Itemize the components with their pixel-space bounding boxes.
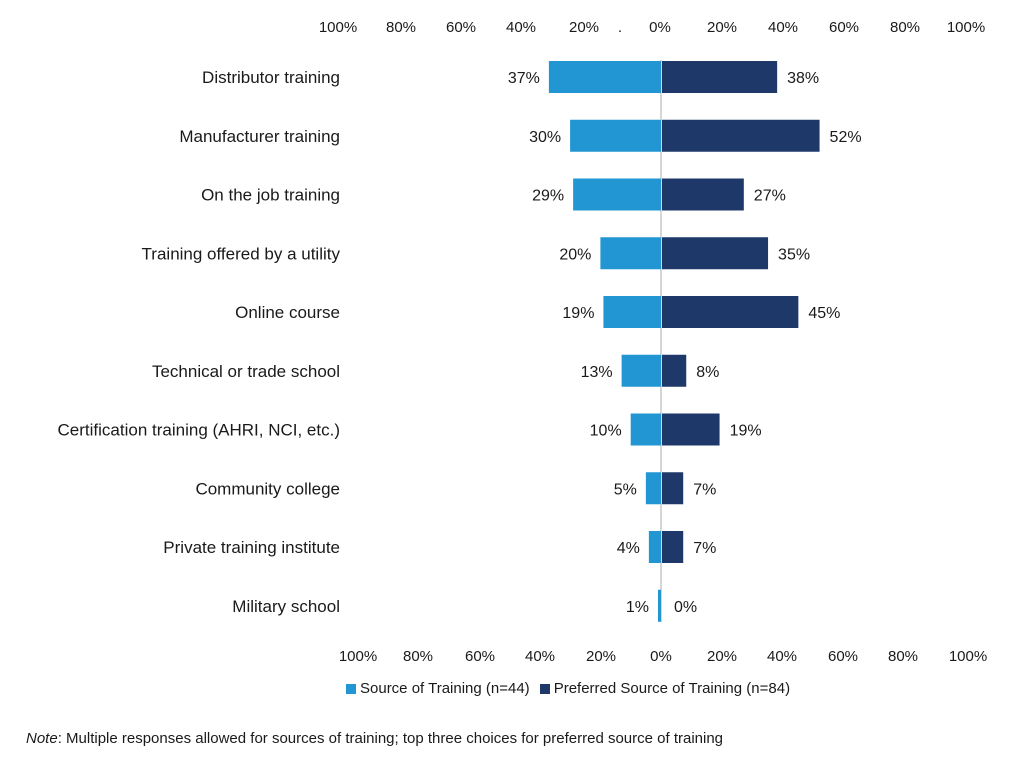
- legend: Source of Training (n=44) Preferred Sour…: [346, 680, 790, 697]
- legend-label-source: Source of Training (n=44): [360, 680, 530, 697]
- bar-source-of-training: [600, 237, 661, 270]
- data-label-preferred: 35%: [778, 246, 810, 263]
- bar-preferred-source: [662, 61, 778, 93]
- data-label-source: 4%: [617, 540, 640, 557]
- bar-source-of-training: [657, 589, 661, 622]
- bar-preferred-source: [662, 178, 744, 211]
- legend-label-preferred: Preferred Source of Training (n=84): [553, 680, 791, 697]
- bar-preferred-source: [662, 237, 769, 270]
- legend-item-source: Source of Training (n=44): [346, 680, 530, 697]
- bottom-tick-label: 20%: [707, 648, 737, 665]
- data-label-preferred: 19%: [730, 423, 762, 440]
- data-label-source: 37%: [508, 70, 540, 87]
- legend-swatch-preferred: [539, 683, 550, 694]
- data-label-source: 5%: [614, 481, 637, 498]
- top-tick-label: .: [618, 19, 622, 36]
- data-label-source: 29%: [532, 188, 564, 205]
- top-tick-label: 20%: [707, 19, 737, 36]
- diverging-bar-chart: 100% 80% 60% 40% 20%. 0% 20% 40% 60% 80% 100% 100% 8…: [58, 19, 988, 665]
- data-label-source: 19%: [562, 305, 594, 322]
- bar-preferred-source: [662, 472, 684, 505]
- footnote: Note: Multiple responses allowed for sou…: [26, 730, 723, 747]
- top-tick-label: 0%: [649, 19, 671, 36]
- category-label: Technical or trade school: [152, 362, 340, 381]
- bar-source-of-training: [573, 178, 661, 211]
- bottom-tick-label: 40%: [767, 648, 797, 665]
- top-tick-label: 80%: [890, 19, 920, 36]
- data-label-source: 1%: [626, 599, 649, 616]
- bottom-tick-label: 60%: [828, 648, 858, 665]
- bar-source-of-training: [648, 531, 661, 563]
- bottom-tick-label: 100%: [949, 648, 987, 665]
- bar-preferred-source: [662, 531, 684, 563]
- top-tick-label: 60%: [446, 19, 476, 36]
- bar-preferred-source: [662, 413, 720, 446]
- category-label: Private training institute: [163, 538, 340, 557]
- bottom-tick-label: 100%: [339, 648, 377, 665]
- category-label: Military school: [232, 597, 340, 616]
- legend-item-preferred: Preferred Source of Training (n=84): [539, 680, 791, 697]
- bar-source-of-training: [570, 119, 661, 152]
- bottom-tick-label: 80%: [888, 648, 918, 665]
- top-tick-label: 100%: [319, 19, 357, 36]
- top-tick-label: 40%: [506, 19, 536, 36]
- category-label: Certification training (AHRI, NCI, etc.): [58, 421, 340, 440]
- bar-source-of-training: [630, 413, 661, 446]
- bar-source-of-training: [603, 296, 661, 328]
- data-label-preferred: 45%: [808, 305, 840, 322]
- top-tick-label: 20%: [569, 19, 599, 36]
- category-label: Manufacturer training: [179, 127, 340, 146]
- bottom-tick-label: 0%: [650, 648, 672, 665]
- data-label-preferred: 0%: [674, 599, 697, 616]
- data-label-preferred: 8%: [696, 364, 719, 381]
- category-label: Community college: [195, 479, 340, 498]
- data-label-preferred: 7%: [693, 481, 716, 498]
- data-label-preferred: 7%: [693, 540, 716, 557]
- footnote-label: Note: [26, 730, 58, 747]
- data-label-source: 30%: [529, 129, 561, 146]
- bottom-tick-label: 40%: [525, 648, 555, 665]
- bar-preferred-source: [662, 296, 799, 328]
- bar-preferred-source: [662, 354, 687, 387]
- top-tick-label: 60%: [829, 19, 859, 36]
- top-tick-label: 40%: [768, 19, 798, 36]
- data-label-source: 20%: [559, 246, 591, 263]
- bottom-tick-label: 80%: [403, 648, 433, 665]
- data-label-source: 10%: [590, 423, 622, 440]
- bottom-tick-label: 60%: [465, 648, 495, 665]
- data-label-preferred: 52%: [830, 129, 862, 146]
- top-tick-label: 80%: [386, 19, 416, 36]
- data-label-preferred: 27%: [754, 188, 786, 205]
- category-label: On the job training: [201, 186, 340, 205]
- bar-source-of-training: [621, 354, 661, 387]
- data-label-preferred: 38%: [787, 70, 819, 87]
- bottom-tick-label: 20%: [586, 648, 616, 665]
- category-label: Online course: [235, 303, 340, 322]
- top-tick-label: 100%: [947, 19, 985, 36]
- bar-source-of-training: [548, 61, 661, 93]
- legend-swatch-source: [346, 683, 356, 694]
- bar-source-of-training: [645, 472, 661, 505]
- category-label: Distributor training: [202, 68, 340, 87]
- bar-preferred-source: [662, 119, 820, 152]
- category-label: Training offered by a utility: [142, 244, 341, 263]
- footnote-text: : Multiple responses allowed for sources…: [57, 730, 724, 747]
- data-label-source: 13%: [581, 364, 613, 381]
